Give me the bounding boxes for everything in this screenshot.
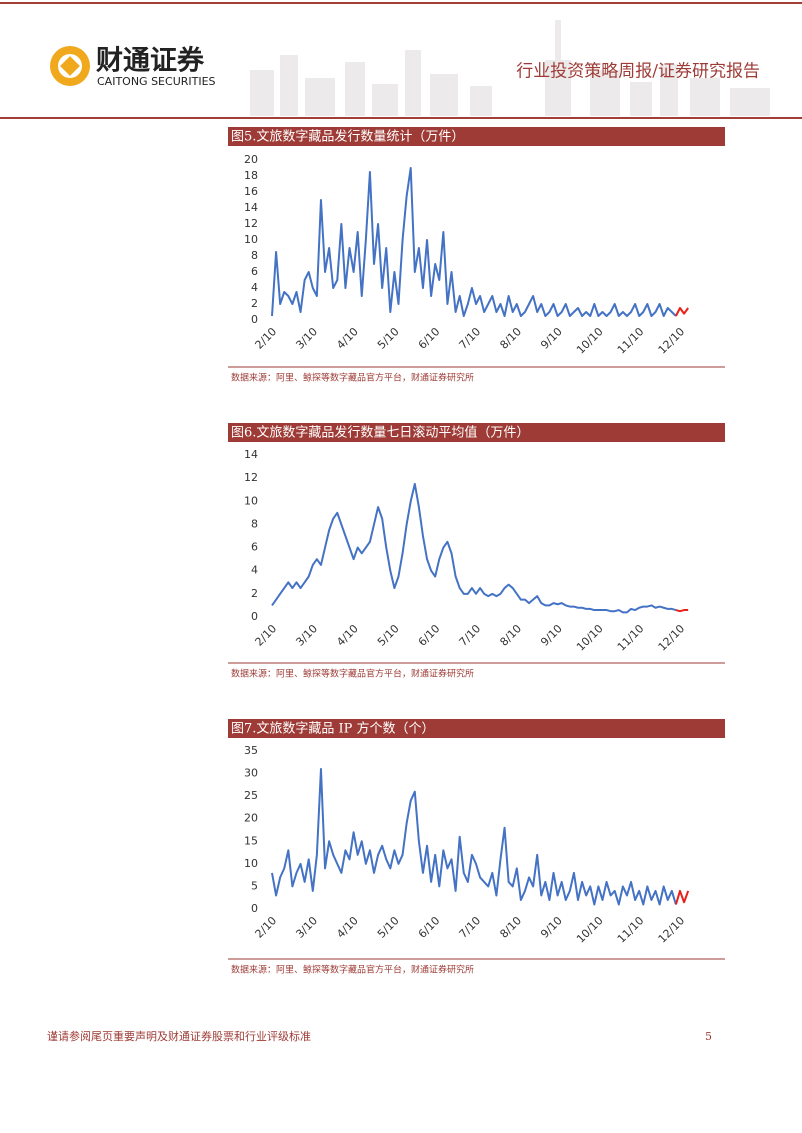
figure-title-bar: [228, 127, 725, 146]
y-tick-label: 8: [251, 249, 258, 262]
y-tick-label: 4: [251, 564, 258, 577]
y-tick-label: 6: [251, 541, 258, 554]
y-tick-label: 35: [244, 744, 258, 757]
figure-title: 图7.文旅数字藏品 IP 方个数（个）: [231, 721, 435, 737]
y-tick-label: 12: [244, 471, 258, 484]
figure-source: 数据来源：阿里、鲸探等数字藏品官方平台，财通证券研究所: [231, 964, 474, 976]
figure-title-bar: [228, 719, 725, 738]
figure-title-bar: [228, 423, 725, 442]
line-series: [675, 609, 689, 613]
y-tick-label: 0: [251, 902, 258, 915]
y-tick-label: 16: [244, 185, 258, 198]
y-tick-label: 14: [244, 201, 258, 214]
y-tick-label: 4: [251, 281, 258, 294]
header-rule: [0, 117, 802, 119]
page-number: 5: [705, 1030, 712, 1043]
y-tick-label: 20: [244, 153, 258, 166]
y-tick-label: 5: [251, 879, 258, 892]
y-tick-label: 2: [251, 297, 258, 310]
figure-source: 数据来源：阿里、鲸探等数字藏品官方平台，财通证券研究所: [231, 668, 474, 680]
y-tick-label: 18: [244, 169, 258, 182]
y-tick-label: 0: [251, 313, 258, 326]
line-series: [674, 889, 690, 905]
y-tick-label: 30: [244, 767, 258, 780]
figure-source: 数据来源：阿里、鲸探等数字藏品官方平台，财通证券研究所: [231, 372, 474, 384]
top-rule: [0, 2, 802, 4]
y-tick-label: 2: [251, 587, 258, 600]
brand: 财通证券: [96, 45, 205, 77]
figure-title: 图5.文旅数字藏品发行数量统计（万件）: [231, 129, 464, 145]
y-tick-label: 12: [244, 217, 258, 230]
brand-en: CAITONG SECURITIES: [97, 75, 216, 88]
y-tick-label: 10: [244, 233, 258, 246]
line-series: [675, 307, 689, 317]
footer-note: 谨请参阅尾页重要声明及财通证券股票和行业评级标准: [47, 1029, 311, 1043]
y-tick-label: 14: [244, 448, 258, 461]
y-tick-label: 8: [251, 517, 258, 530]
logo: [50, 46, 90, 86]
report-type: 行业投资策略周报/证券研究报告: [516, 62, 760, 82]
y-tick-label: 6: [251, 265, 258, 278]
y-tick-label: 20: [244, 812, 258, 825]
y-tick-label: 15: [244, 834, 258, 847]
y-tick-label: 0: [251, 610, 258, 623]
figure-title: 图6.文旅数字藏品发行数量七日滚动平均值（万件）: [231, 425, 529, 441]
y-tick-label: 10: [244, 494, 258, 507]
y-tick-label: 25: [244, 789, 258, 802]
line-series: [271, 482, 677, 614]
y-tick-label: 10: [244, 857, 258, 870]
skyline: [250, 20, 770, 116]
line-series: [271, 768, 677, 906]
line-series: [271, 167, 677, 317]
